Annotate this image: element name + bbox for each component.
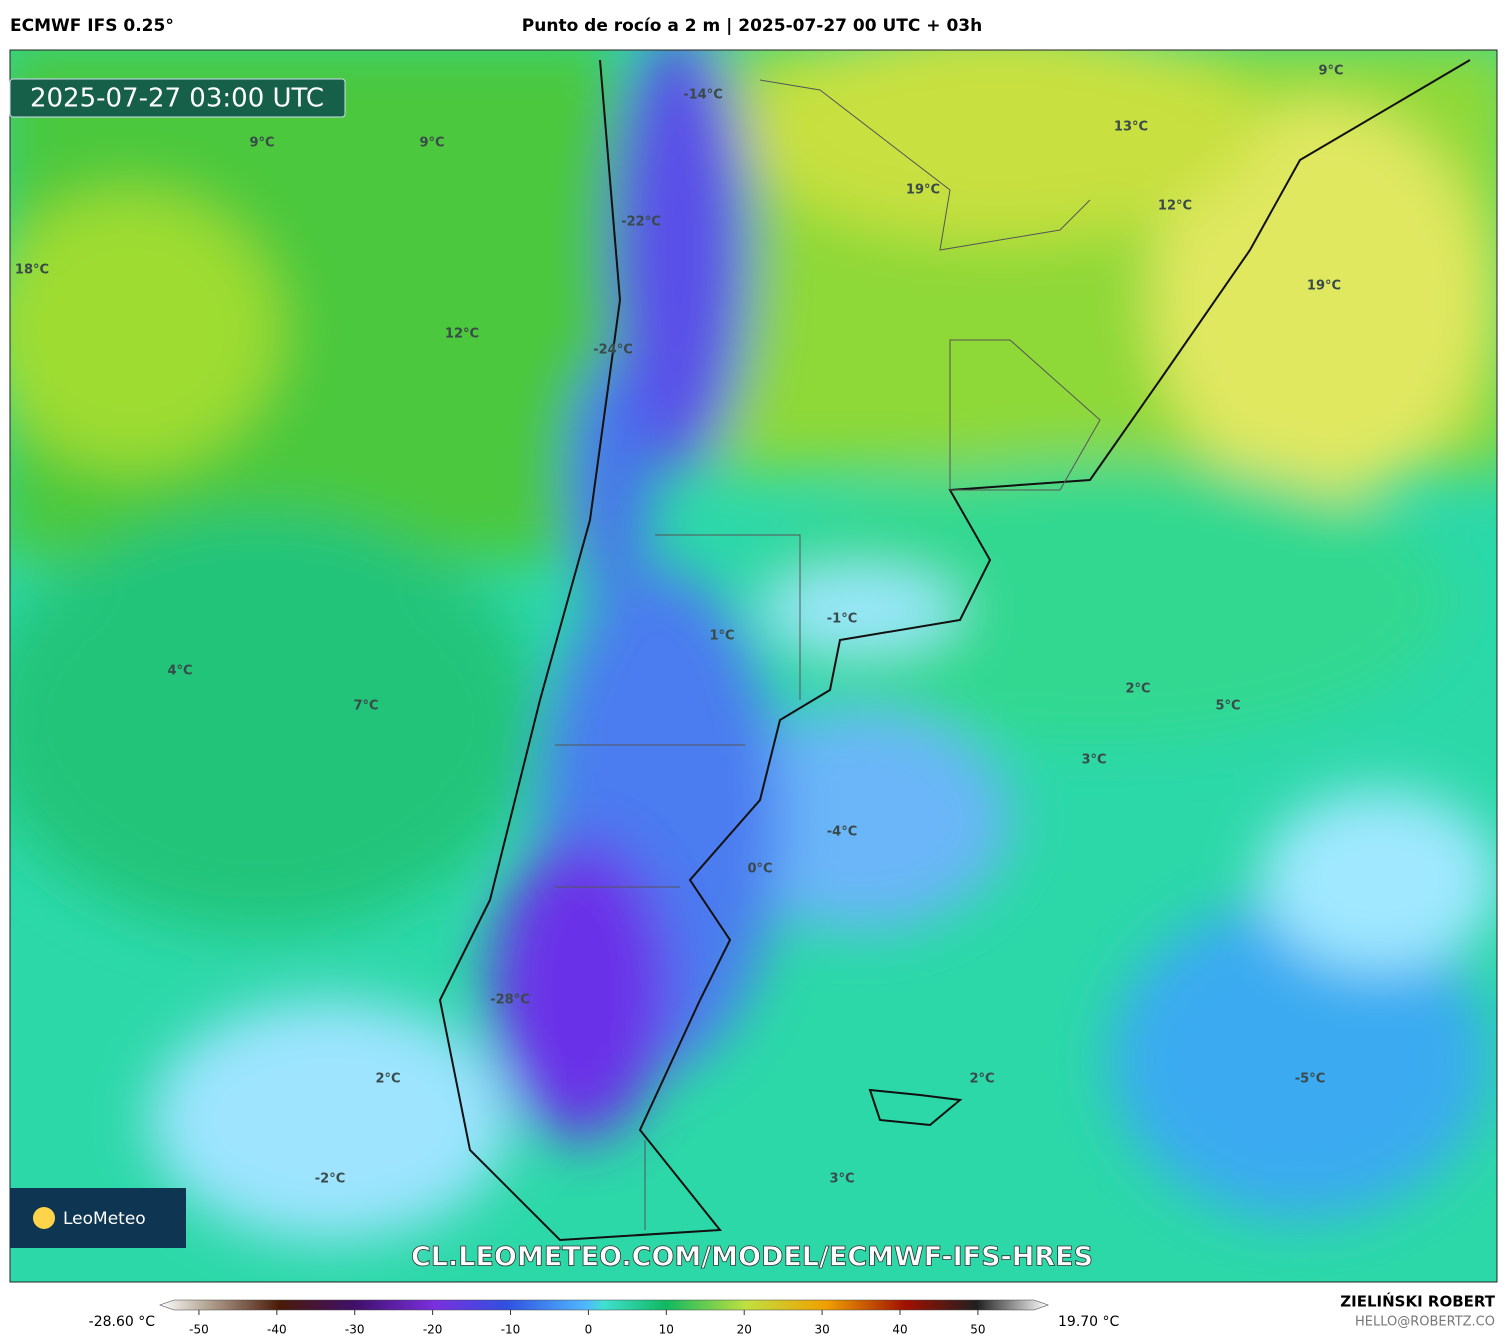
colorbar-tick-label: 10 bbox=[659, 1323, 674, 1337]
logo-text: LeoMeteo bbox=[63, 1209, 146, 1229]
logo-sun bbox=[33, 1207, 55, 1229]
contour-label: 1°C bbox=[709, 629, 734, 644]
colorbar-tick-label: 40 bbox=[892, 1323, 907, 1337]
colorbar-tick-label: 50 bbox=[970, 1323, 985, 1337]
watermark: CL.LEOMETEO.COM/MODEL/ECMWF-IFS-HRES bbox=[411, 1242, 1093, 1273]
colorbar-tick-label: -10 bbox=[501, 1323, 521, 1337]
contour-label: -1°C bbox=[827, 612, 857, 627]
colorbar-tick-label: -50 bbox=[189, 1323, 209, 1337]
colorbar-tick-label: -40 bbox=[267, 1323, 287, 1337]
contour-label: -4°C bbox=[827, 825, 857, 840]
colorbar-tick-label: 20 bbox=[737, 1323, 752, 1337]
contour-label: 12°C bbox=[1158, 199, 1192, 214]
contour-label: 12°C bbox=[445, 327, 479, 342]
contour-label: 0°C bbox=[747, 862, 772, 877]
colorbar-tick-label: 0 bbox=[585, 1323, 593, 1337]
colorbar-tick-label: -20 bbox=[423, 1323, 443, 1337]
map bbox=[10, 50, 1497, 1282]
colorbar-bar bbox=[159, 1299, 1049, 1311]
contour-label: 2°C bbox=[969, 1072, 994, 1087]
contour-label: 3°C bbox=[829, 1172, 854, 1187]
contour-label: -5°C bbox=[1295, 1072, 1325, 1087]
contour-label: -28°C bbox=[490, 993, 530, 1008]
colorbar-tick-label: -30 bbox=[345, 1323, 365, 1337]
contour-label: 9°C bbox=[419, 136, 444, 151]
contour-label: 19°C bbox=[1307, 279, 1341, 294]
timestamp-box bbox=[9, 78, 346, 118]
contour-label: 9°C bbox=[1318, 64, 1343, 79]
contour-label: 2°C bbox=[1125, 682, 1150, 697]
contour-label: 2°C bbox=[375, 1072, 400, 1087]
contour-label: 18°C bbox=[15, 263, 49, 278]
timestamp: 2025-07-27 03:00 UTC bbox=[30, 84, 324, 114]
contour-label: 5°C bbox=[1215, 699, 1240, 714]
contour-label: 9°C bbox=[249, 136, 274, 151]
colorbar-max: 19.70 °C bbox=[1058, 1314, 1120, 1330]
contour-label: 19°C bbox=[906, 183, 940, 198]
credit-email: HELLO@ROBERTZ.CO bbox=[1355, 1315, 1495, 1330]
contour-label: -14°C bbox=[683, 88, 723, 103]
map-title: Punto de rocío a 2 m | 2025-07-27 00 UTC… bbox=[522, 16, 982, 36]
colorbar: -50 -40 -30 -20 -10 0 10 20 30 40 50 bbox=[159, 1299, 1049, 1337]
credit-name: ZIELIŃSKI ROBERT bbox=[1340, 1292, 1495, 1311]
contour-label: 3°C bbox=[1081, 753, 1106, 768]
colorbar-min: -28.60 °C bbox=[89, 1314, 156, 1330]
contour-label: 7°C bbox=[353, 699, 378, 714]
contour-label: 4°C bbox=[167, 664, 192, 679]
contour-label: -24°C bbox=[593, 343, 633, 358]
contour-label: 13°C bbox=[1114, 120, 1148, 135]
contour-label: -22°C bbox=[621, 215, 661, 230]
contour-label: -2°C bbox=[315, 1172, 345, 1187]
map-frame bbox=[9, 49, 1498, 1283]
model-name: ECMWF IFS 0.25° bbox=[10, 16, 174, 36]
colorbar-tick-label: 30 bbox=[814, 1323, 829, 1337]
